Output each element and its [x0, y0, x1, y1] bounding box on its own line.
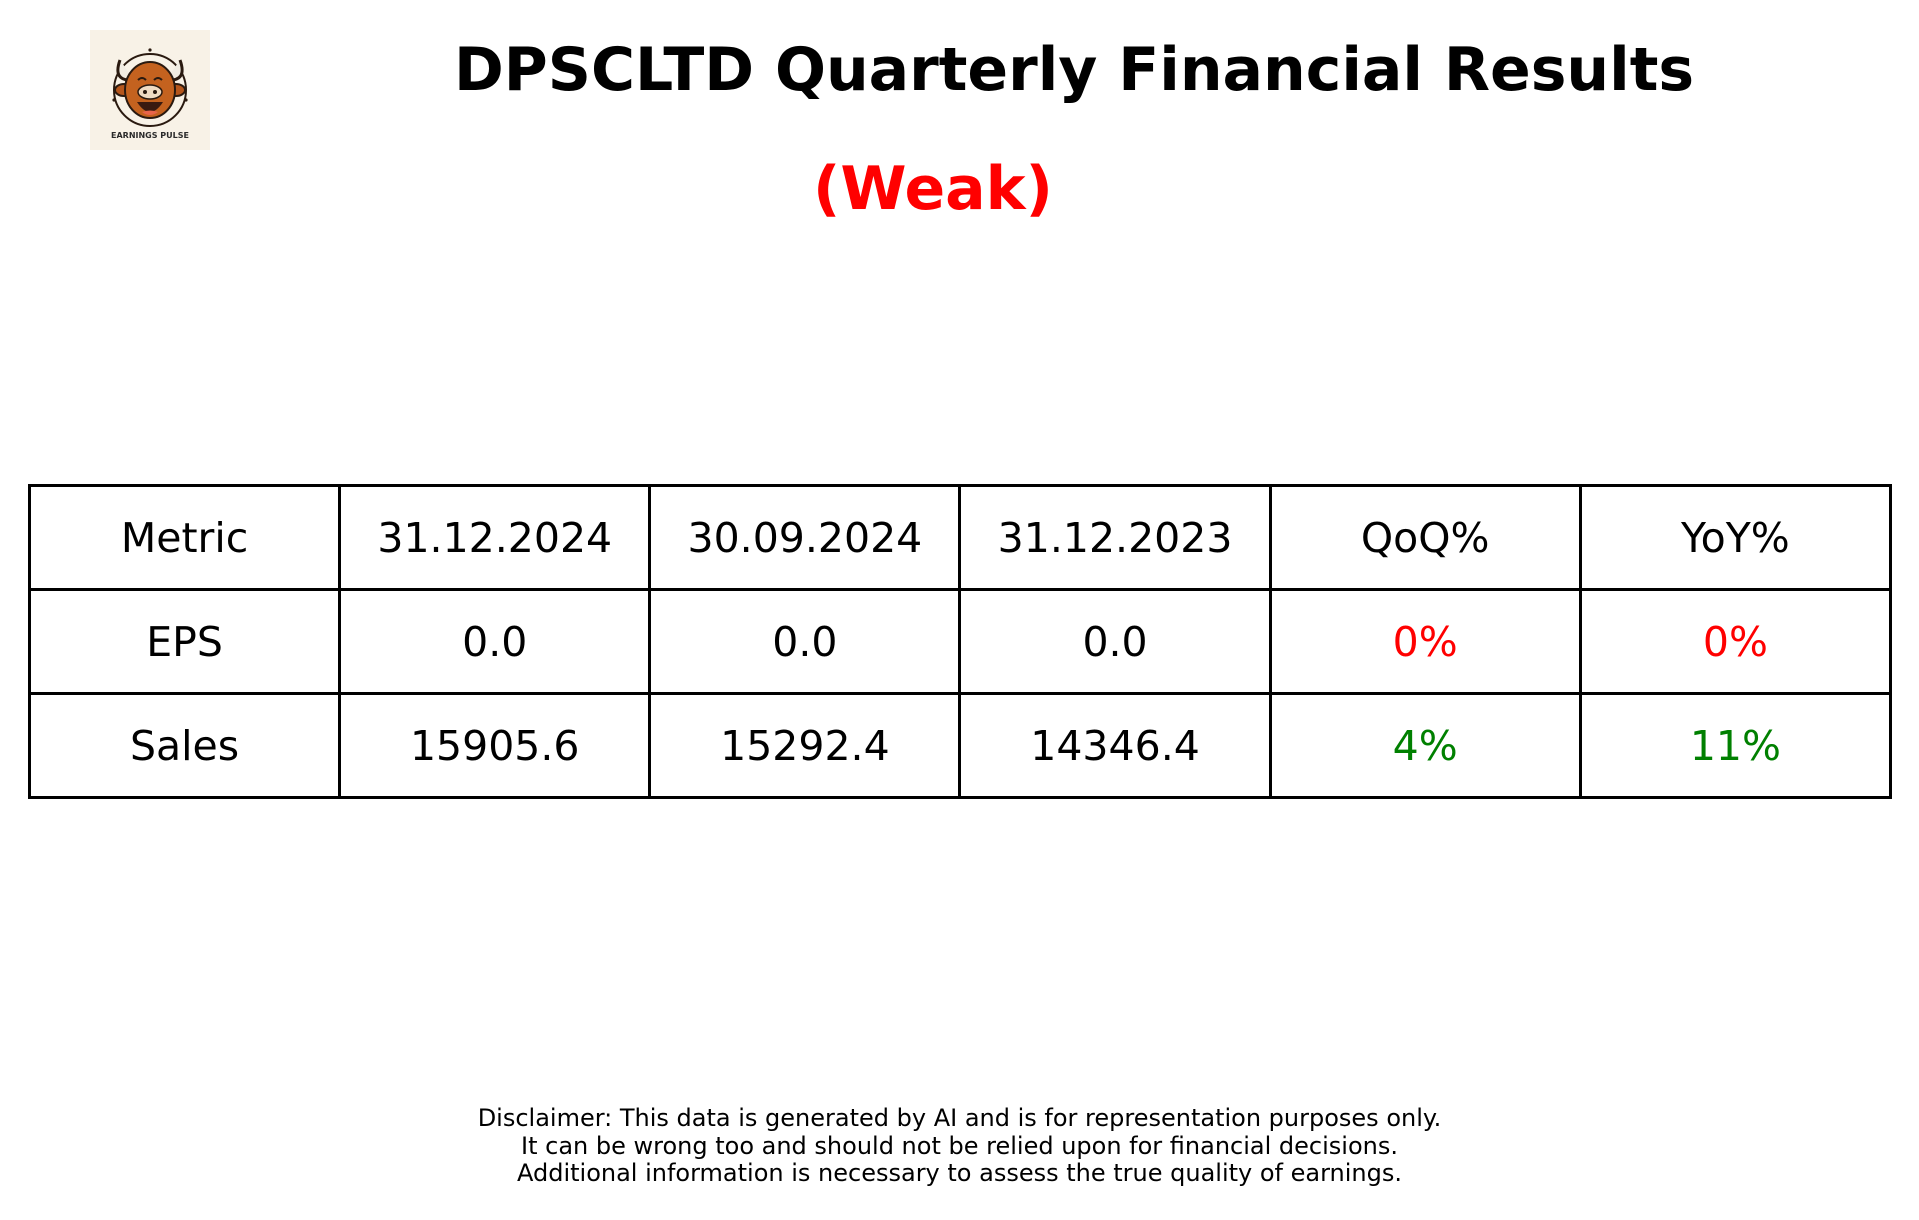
disclaimer: Disclaimer: This data is generated by AI…: [0, 1104, 1919, 1188]
value-cell: 0.0: [338, 588, 652, 695]
financial-results-table: Metric 31.12.2024 30.09.2024 31.12.2023 …: [27, 484, 1893, 799]
rating-label: (Weak): [813, 154, 1053, 224]
table-header-row: Metric 31.12.2024 30.09.2024 31.12.2023 …: [27, 484, 1893, 591]
header-yoy: YoY%: [1578, 484, 1893, 591]
table-row-sales: Sales 15905.6 15292.4 14346.4 4% 11%: [27, 692, 1893, 799]
header-metric: Metric: [27, 484, 342, 591]
earnings-pulse-logo: EARNINGS PULSE: [90, 30, 210, 150]
header-quarter-2: 30.09.2024: [648, 484, 962, 591]
qoq-cell: 0%: [1268, 588, 1582, 695]
value-cell: 0.0: [648, 588, 962, 695]
header-quarter-3: 31.12.2023: [958, 484, 1272, 591]
yoy-cell: 0%: [1578, 588, 1893, 695]
metric-cell: EPS: [27, 588, 342, 695]
header-quarter-1: 31.12.2024: [338, 484, 652, 591]
value-cell: 15905.6: [338, 692, 652, 799]
disclaimer-line: Additional information is necessary to a…: [516, 1159, 1402, 1187]
disclaimer-line: It can be wrong too and should not be re…: [521, 1131, 1398, 1160]
metric-cell: Sales: [27, 692, 342, 799]
value-cell: 15292.4: [648, 692, 962, 799]
bull-mascot-icon: EARNINGS PULSE: [111, 48, 189, 140]
yoy-cell: 11%: [1578, 692, 1893, 799]
svg-text:EARNINGS PULSE: EARNINGS PULSE: [111, 131, 189, 140]
value-cell: 0.0: [958, 588, 1272, 695]
table-row-eps: EPS 0.0 0.0 0.0 0% 0%: [27, 588, 1893, 695]
qoq-cell: 4%: [1268, 692, 1582, 799]
value-cell: 14346.4: [958, 692, 1272, 799]
disclaimer-line: Disclaimer: This data is generated by AI…: [477, 1104, 1442, 1132]
page-title: DPSCLTD Quarterly Financial Results: [454, 35, 1695, 105]
header-qoq: QoQ%: [1268, 484, 1582, 591]
